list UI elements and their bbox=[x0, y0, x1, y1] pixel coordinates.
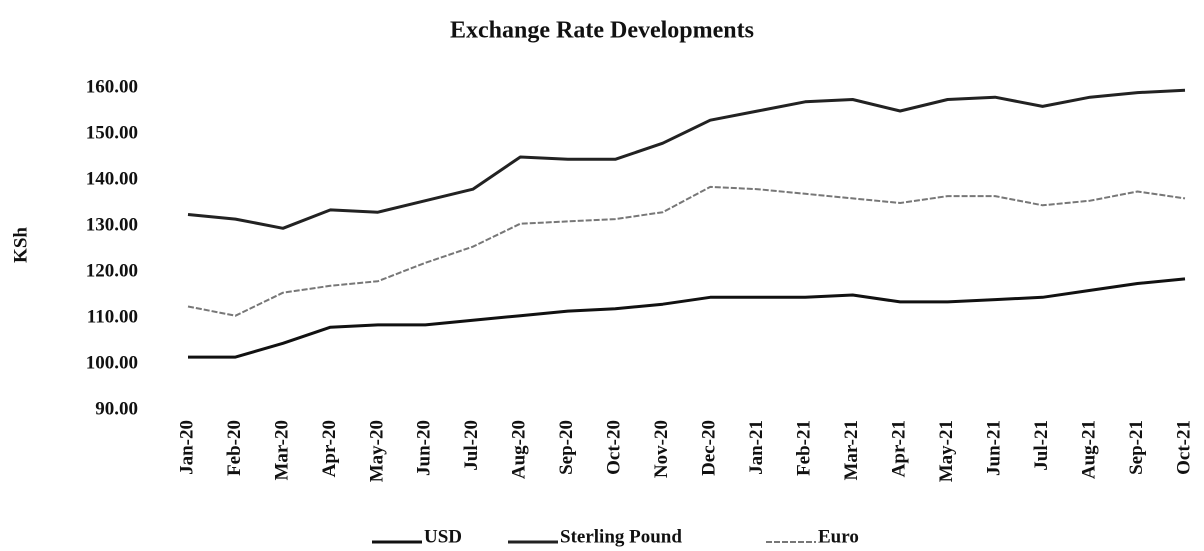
x-tick-label: Sep-20 bbox=[556, 420, 577, 475]
y-tick-label: 130.00 bbox=[86, 214, 138, 235]
x-tick-label: Apr-20 bbox=[319, 420, 340, 477]
y-axis-label: KSh bbox=[10, 227, 31, 263]
x-tick-label: Jul-21 bbox=[1031, 420, 1052, 471]
x-tick-label: Oct-20 bbox=[604, 420, 625, 475]
y-tick-label: 150.00 bbox=[86, 122, 138, 143]
y-tick-label: 90.00 bbox=[95, 398, 138, 419]
x-tick-label: Nov-20 bbox=[651, 420, 672, 478]
line-series bbox=[187, 185, 1186, 317]
x-tick-label: Jun-20 bbox=[414, 420, 435, 476]
x-tick-label: Feb-20 bbox=[224, 420, 245, 476]
line-series bbox=[188, 277, 1186, 359]
x-tick-label: Jan-21 bbox=[746, 420, 767, 475]
legend-label: Euro bbox=[818, 526, 859, 547]
x-tick-label: Apr-21 bbox=[889, 420, 910, 477]
x-tick-label: Mar-21 bbox=[841, 420, 862, 481]
x-tick-label: Dec-20 bbox=[699, 420, 720, 476]
line-series bbox=[187, 88, 1186, 230]
chart-title: Exchange Rate Developments bbox=[450, 18, 754, 44]
x-tick-label: May-21 bbox=[936, 420, 957, 482]
legend-label: USD bbox=[424, 526, 462, 547]
x-tick-label: Mar-20 bbox=[271, 420, 292, 481]
y-tick-label: 140.00 bbox=[86, 168, 138, 189]
y-tick-label: 120.00 bbox=[86, 260, 138, 281]
x-tick-label: Sep-21 bbox=[1126, 420, 1147, 475]
legend-label: Sterling Pound bbox=[560, 526, 682, 547]
x-tick-label: Jul-20 bbox=[461, 420, 482, 471]
x-tick-label: Jun-21 bbox=[983, 420, 1004, 476]
x-tick-label: Jan-20 bbox=[176, 420, 197, 475]
x-tick-label: Aug-21 bbox=[1078, 420, 1099, 479]
y-tick-label: 100.00 bbox=[86, 352, 138, 373]
y-tick-label: 160.00 bbox=[86, 76, 138, 97]
x-tick-label: Oct-21 bbox=[1173, 420, 1194, 475]
y-tick-label: 110.00 bbox=[87, 306, 138, 327]
x-tick-label: Aug-20 bbox=[509, 420, 530, 479]
x-tick-label: May-20 bbox=[366, 420, 387, 482]
x-tick-label: Feb-21 bbox=[794, 420, 815, 476]
